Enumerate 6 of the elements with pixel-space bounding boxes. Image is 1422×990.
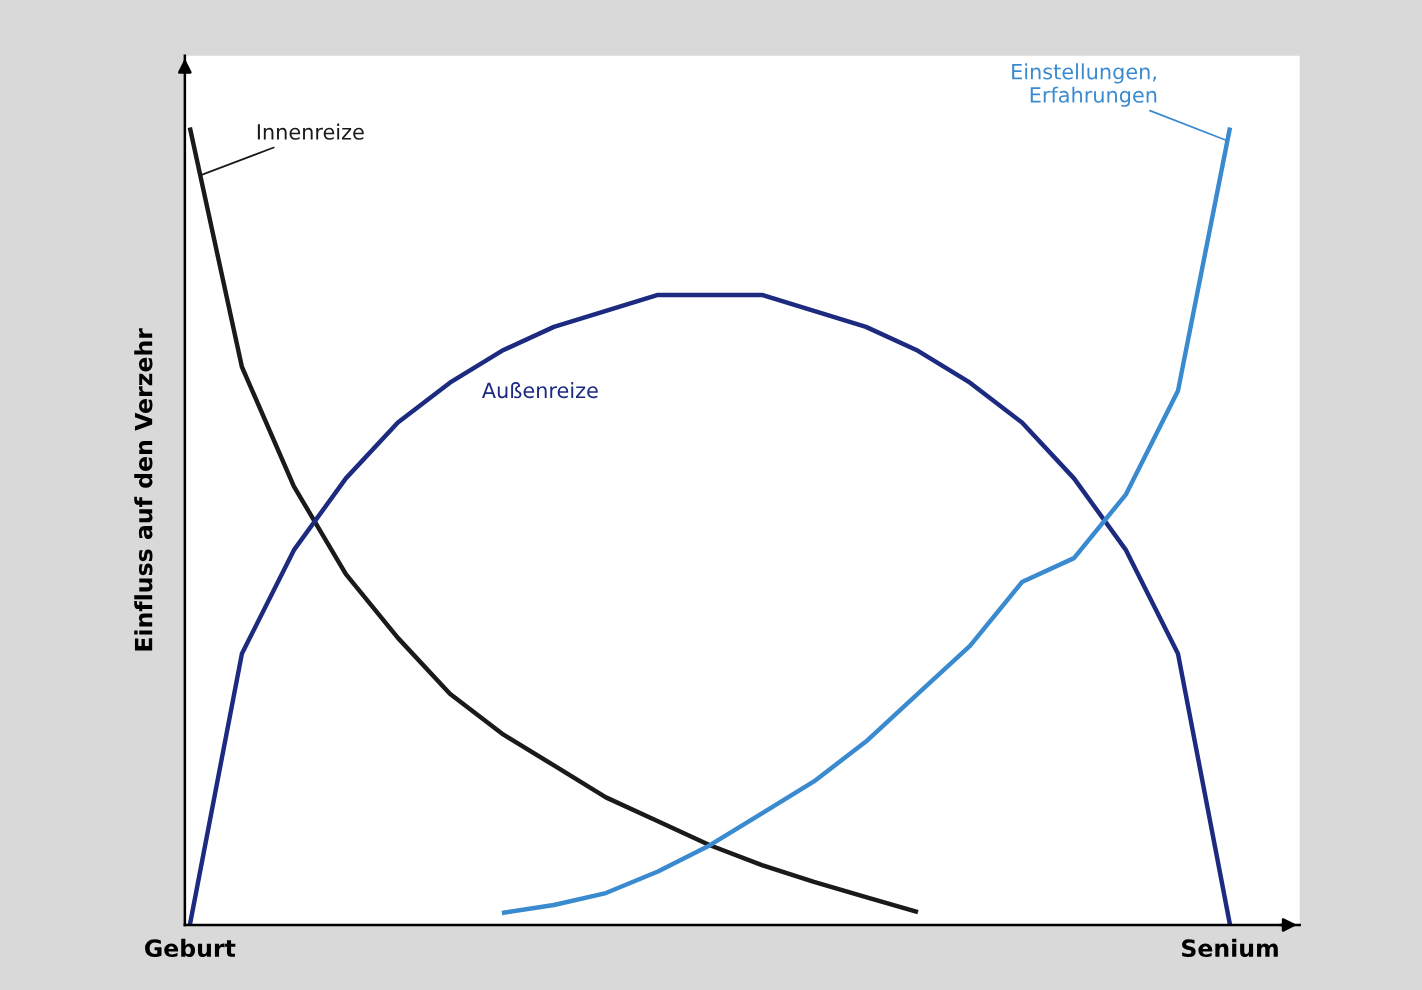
text: Einstellungen, Erfahrungen [1012, 63, 1157, 107]
series-label: Außenreize [481, 382, 598, 399]
y-axis-title: Einfluss auf den Verzehr [134, 328, 153, 651]
x-tick-label: Geburt [145, 938, 236, 958]
x-tick-label: Senium [1182, 938, 1278, 958]
text: Innenreize [257, 123, 364, 140]
